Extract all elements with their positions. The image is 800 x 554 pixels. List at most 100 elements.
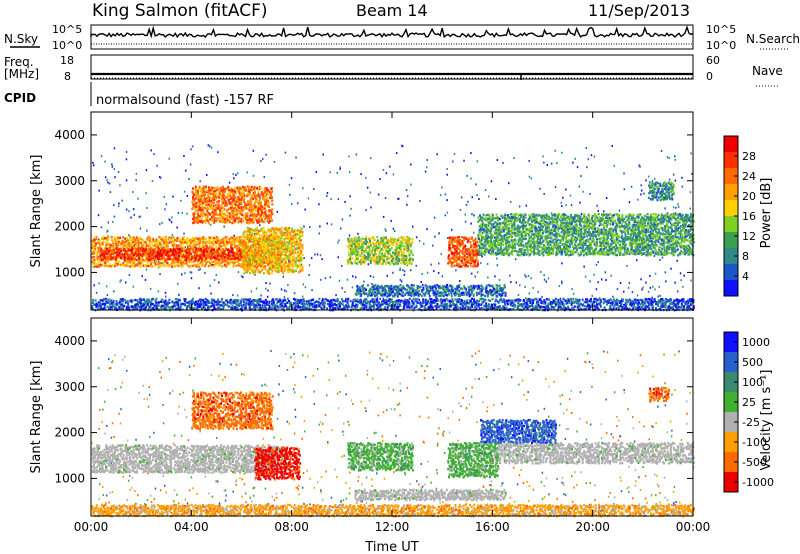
echo-cell-2 — [243, 216, 246, 219]
echo-cell-6 — [490, 227, 493, 230]
echo-cell-6 — [493, 239, 496, 243]
echo-cell-6 — [504, 227, 507, 231]
echo-cell-1 — [118, 247, 121, 251]
echo-cell-3 — [275, 254, 278, 257]
echo-cell-6 — [525, 245, 528, 248]
echo-cell-4 — [393, 240, 396, 243]
echo-cell-6 — [499, 251, 502, 254]
echo-cell-0 — [113, 237, 116, 240]
echo-cell-3 — [277, 261, 280, 264]
echo-cell-3 — [266, 258, 268, 261]
echo-cell-6 — [531, 230, 534, 233]
echo-cell-6 — [490, 241, 493, 244]
echo-cell-2 — [199, 207, 202, 210]
echo-cell-3 — [276, 244, 279, 247]
echo-cell-3 — [261, 244, 264, 248]
echo-cell-0 — [159, 236, 162, 239]
scatter-cell — [107, 221, 110, 224]
echo-cell-2 — [241, 196, 243, 199]
echo-cell-0 — [236, 244, 239, 248]
echo-cell-1 — [166, 254, 169, 258]
echo-cell-6 — [501, 251, 504, 254]
echo-cell-3 — [271, 269, 274, 272]
echo-cell-1 — [112, 248, 115, 252]
echo-cell-2 — [199, 200, 201, 203]
scatter-cell — [184, 272, 186, 275]
echo-cell-6 — [482, 236, 485, 239]
echo-cell-0 — [190, 254, 193, 257]
echo-cell-0 — [119, 236, 122, 239]
echo-cell-6 — [494, 243, 497, 246]
echo-cell-4 — [356, 248, 359, 251]
echo-cell-3 — [259, 271, 261, 274]
nave-tick-bottom: 0 — [706, 70, 713, 83]
echo-cell-1 — [136, 248, 139, 251]
echo-cell-3 — [284, 259, 287, 262]
echo-cell-3 — [291, 252, 293, 255]
echo-cell-4 — [354, 261, 357, 265]
echo-cell-6 — [481, 224, 484, 228]
echo-cell-3 — [274, 263, 277, 266]
echo-cell-4 — [348, 247, 351, 250]
echo-cell-2 — [211, 186, 214, 190]
echo-cell-2 — [264, 217, 267, 221]
echo-cell-2 — [264, 191, 266, 194]
scatter-cell — [309, 304, 311, 307]
echo-cell-0 — [205, 261, 208, 264]
echo-cell-4 — [378, 246, 381, 249]
echo-cell-5 — [449, 238, 452, 242]
echo-cell-4 — [369, 261, 372, 265]
echo-cell-3 — [263, 257, 266, 260]
echo-cell-3 — [248, 230, 251, 233]
echo-cell-4 — [357, 242, 360, 245]
echo-cell-3 — [242, 236, 245, 239]
echo-cell-0 — [228, 258, 231, 262]
echo-cell-5 — [454, 239, 457, 242]
echo-cell-6 — [502, 226, 505, 229]
echo-cell-0 — [186, 263, 189, 266]
scatter-cell — [446, 168, 448, 170]
scatter-cell — [112, 220, 114, 223]
echo-cell-0 — [99, 258, 102, 261]
echo-cell-0 — [116, 264, 119, 267]
echo-cell-0 — [209, 262, 212, 265]
echo-cell-2 — [210, 216, 213, 219]
echo-cell-0 — [94, 244, 97, 247]
echo-cell-3 — [263, 249, 266, 253]
echo-cell-2 — [216, 217, 219, 220]
echo-cell-3 — [288, 231, 291, 235]
echo-cell-3 — [266, 260, 269, 263]
echo-cell-3 — [260, 256, 263, 260]
echo-cell-2 — [219, 186, 222, 190]
echo-cell-6 — [478, 225, 481, 228]
scatter-cell — [681, 185, 684, 188]
echo-cell-0 — [157, 240, 160, 243]
echo-cell-0 — [150, 247, 153, 250]
echo-cell-0 — [135, 244, 137, 248]
echo-cell-2 — [258, 201, 261, 205]
scatter-cell — [318, 203, 320, 206]
scatter-cell — [605, 279, 607, 281]
echo-cell-6 — [495, 253, 498, 257]
scatter-cell — [199, 268, 201, 271]
echo-cell-3 — [277, 269, 280, 272]
echo-cell-3 — [245, 237, 248, 240]
echo-cell-3 — [243, 255, 246, 258]
echo-cell-2 — [219, 220, 222, 223]
scatter-cell — [326, 194, 328, 197]
echo-cell-2 — [261, 207, 264, 210]
echo-cell-5 — [474, 244, 477, 247]
echo-cell-2 — [262, 213, 265, 216]
echo-cell-1 — [217, 247, 220, 251]
echo-cell-4 — [360, 240, 363, 243]
echo-cell-3 — [296, 243, 299, 247]
echo-cell-0 — [108, 252, 111, 255]
echo-cell-3 — [258, 246, 261, 249]
scatter-cell — [318, 232, 320, 235]
echo-cell-0 — [192, 260, 195, 263]
echo-cell-6 — [528, 234, 531, 237]
echo-cell-1 — [170, 254, 173, 257]
echo-cell-0 — [184, 252, 187, 255]
echo-cell-3 — [279, 255, 282, 258]
echo-cell-3 — [270, 248, 273, 251]
